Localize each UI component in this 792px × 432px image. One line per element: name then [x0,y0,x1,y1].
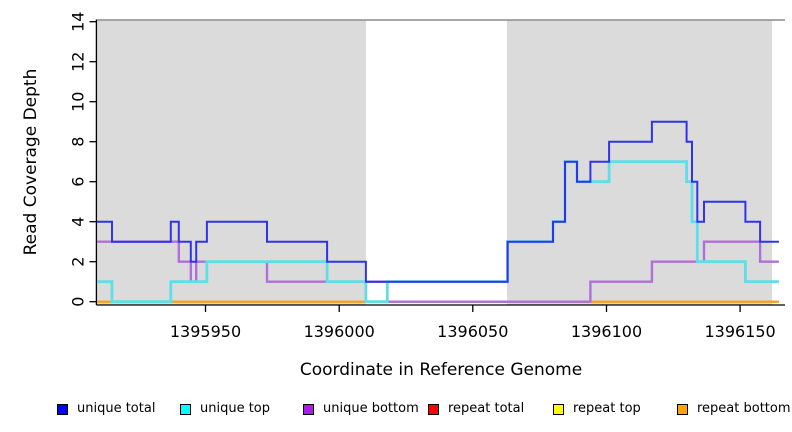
x-axis-title: Coordinate in Reference Genome [299,360,583,380]
shaded-region [97,20,366,305]
x-tick-label: 1396150 [704,322,775,341]
y-tick-label: 6 [69,177,88,187]
y-tick-label: 8 [69,137,88,147]
y-tick-label: 2 [69,257,88,267]
x-tick-label: 1396100 [571,322,642,341]
y-tick-label: 0 [69,297,88,307]
x-axis: 1395950 1396000 1396050 1396100 1396150 [96,304,785,341]
series-lines [97,120,779,304]
x-tick-label: 1396000 [304,322,375,341]
x-tick-label: 1396050 [437,322,508,341]
y-tick-label: 4 [69,217,88,227]
y-tick-label: 10 [69,92,88,112]
y-axis-title: Read Coverage Depth [21,68,41,256]
series-unique-total [97,120,779,283]
y-axis: 0 2 4 6 8 10 12 14 [69,12,98,307]
y-tick-label: 14 [69,12,88,32]
y-tick-label: 12 [69,52,88,72]
x-tick-label: 1395950 [170,322,241,341]
